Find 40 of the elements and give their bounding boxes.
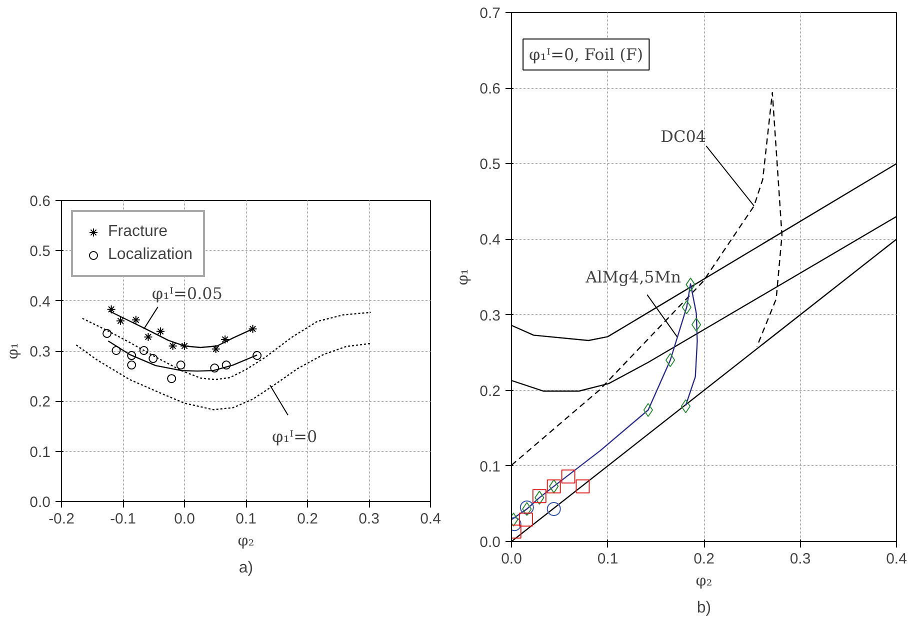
x-tick-label: 0.0	[501, 550, 522, 568]
x-axis-title: φ₂	[696, 572, 712, 590]
y-tick-label: 0.4	[480, 232, 501, 249]
y-tick-label: 0.6	[480, 80, 501, 98]
legend-label: Localization	[108, 246, 192, 264]
y-tick-label: 0.1	[30, 444, 51, 461]
annotation: φ₁ᴵ=0.05	[152, 284, 223, 303]
y-tick-label: 0.0	[480, 534, 501, 551]
annotation: AlMg4,5Mn	[584, 268, 682, 287]
y-tick-label: 0.1	[480, 458, 501, 476]
y-axis-title: φ₁	[454, 268, 472, 286]
x-tick-label: 0.2	[694, 550, 714, 568]
x-tick-label: 0.1	[597, 550, 618, 568]
text: b)	[696, 600, 712, 616]
y-tick-label: 0.5	[30, 243, 51, 260]
y-tick-label: 0.6	[30, 193, 51, 210]
text: a)	[238, 560, 254, 576]
y-tick-label: 0.4	[30, 293, 51, 310]
annotation: φ₁ᴵ=0, Foil (F)	[529, 44, 644, 64]
legend-label: Fracture	[108, 223, 168, 241]
x-tick-label: 0.3	[790, 550, 811, 568]
y-tick-label: 0.5	[480, 156, 501, 174]
y-tick-label: 0.3	[30, 344, 51, 360]
y-tick-label: 0.3	[480, 307, 501, 324]
x-tick-label: -0.2	[48, 510, 74, 528]
y-tick-label: 0.2	[30, 394, 51, 411]
x-tick-label: 0.4	[886, 550, 907, 568]
x-tick-label: 0.4	[420, 510, 441, 528]
y-tick-label: 0.0	[30, 494, 51, 511]
x-tick-label: 0.2	[297, 510, 318, 528]
y-axis-title: φ₁	[4, 342, 22, 360]
x-tick-label: 0.3	[358, 510, 380, 528]
annotation: φ₁ᴵ=0	[272, 427, 318, 446]
x-axis-title: φ₂	[238, 532, 254, 550]
x-tick-label: -0.1	[110, 510, 136, 528]
y-tick-label: 0.7	[480, 5, 501, 22]
x-tick-label: 0.0	[174, 510, 195, 528]
x-tick-label: 0.1	[236, 510, 256, 528]
y-tick-label: 0.2	[480, 382, 501, 400]
annotation: DC04	[660, 126, 706, 146]
